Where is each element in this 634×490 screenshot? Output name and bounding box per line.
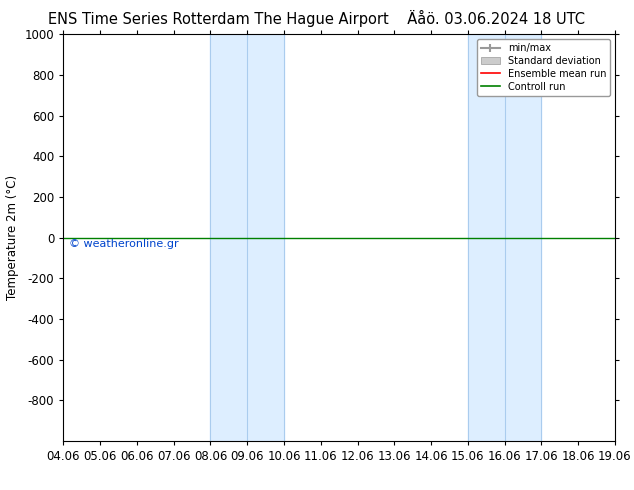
Y-axis label: Temperature 2m (°C): Temperature 2m (°C) [6, 175, 19, 300]
Text: ENS Time Series Rotterdam The Hague Airport    Äåö. 03.06.2024 18 UTC: ENS Time Series Rotterdam The Hague Airp… [48, 10, 586, 27]
Text: © weatheronline.gr: © weatheronline.gr [69, 239, 179, 249]
Bar [210, 34, 284, 441]
Bar [468, 34, 541, 441]
Legend: min/max, Standard deviation, Ensemble mean run, Controll run: min/max, Standard deviation, Ensemble me… [477, 39, 610, 96]
